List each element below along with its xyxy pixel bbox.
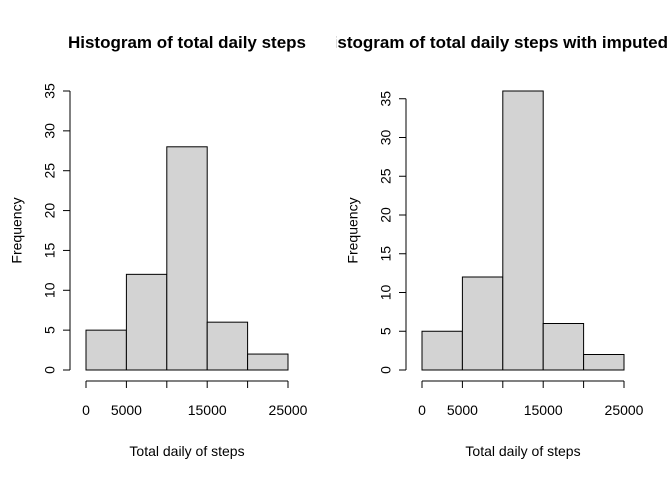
chart-0-bar-1 xyxy=(125,273,168,371)
chart-1-title: Histogram of total daily steps with impu… xyxy=(320,33,672,52)
chart-1-y-tick-label-2: 10 xyxy=(378,285,394,301)
chart-1-y-tick-label-7: 35 xyxy=(378,91,394,107)
chart-1-x-tick-label-0: 0 xyxy=(418,402,426,418)
chart-1-y-axis-label: Frequency xyxy=(345,197,361,263)
chart-0-y-tick-label-0: 0 xyxy=(42,366,58,374)
chart-0-x-axis-label: Total daily of steps xyxy=(129,443,244,459)
chart-1-y-tick-label-6: 30 xyxy=(378,130,394,146)
chart-0-y-tick-label-5: 25 xyxy=(42,163,58,179)
chart-0-bar-4 xyxy=(247,353,289,371)
chart-0-x-tick-label-0: 0 xyxy=(82,402,90,418)
chart-0-y-tick-label-2: 10 xyxy=(42,282,58,298)
chart-1-bar-0 xyxy=(421,330,463,371)
chart-0-y-tick-label-3: 15 xyxy=(42,242,58,258)
chart-1-bar-2 xyxy=(502,90,544,371)
chart-1-bar-3 xyxy=(542,323,585,371)
chart-1-y-tick-label-1: 5 xyxy=(378,327,394,335)
chart-0-bar-0 xyxy=(85,329,127,371)
chart-0-y-tick-label-7: 35 xyxy=(42,83,58,99)
chart-1-y-tick-label-5: 25 xyxy=(378,168,394,184)
chart-1-x-tick-label-3: 25000 xyxy=(605,402,644,418)
chart-0-x-tick-label-3: 25000 xyxy=(269,402,308,418)
chart-0-x-tick-label-1: 5000 xyxy=(111,402,142,418)
chart-1-y-tick-label-3: 15 xyxy=(378,246,394,262)
chart-0-y-tick-label-4: 20 xyxy=(42,203,58,219)
chart-0-x-tick-label-2: 15000 xyxy=(188,402,227,418)
chart-0-y-axis-label: Frequency xyxy=(9,197,25,263)
chart-1-bar-1 xyxy=(461,276,504,371)
chart-1-bar-4 xyxy=(583,354,625,371)
histogram-panel-original: Histogram of total daily steps 0 5 10 15 20 25… xyxy=(9,33,308,459)
chart-0-y-tick-label-6: 30 xyxy=(42,123,58,139)
chart-0-title: Histogram of total daily steps xyxy=(68,33,306,52)
histogram-panel-imputed: Histogram of total daily steps with impu… xyxy=(320,33,672,459)
chart-1-x-tick-label-1: 5000 xyxy=(447,402,478,418)
chart-1-y-tick-label-0: 0 xyxy=(378,366,394,374)
chart-0-y-tick-label-1: 5 xyxy=(42,326,58,334)
chart-1-y-tick-label-4: 20 xyxy=(378,207,394,223)
chart-1-x-axis-label: Total daily of steps xyxy=(465,443,580,459)
chart-0-bar-2 xyxy=(166,146,208,371)
chart-1-x-tick-label-2: 15000 xyxy=(524,402,563,418)
chart-0-bar-3 xyxy=(206,321,249,371)
